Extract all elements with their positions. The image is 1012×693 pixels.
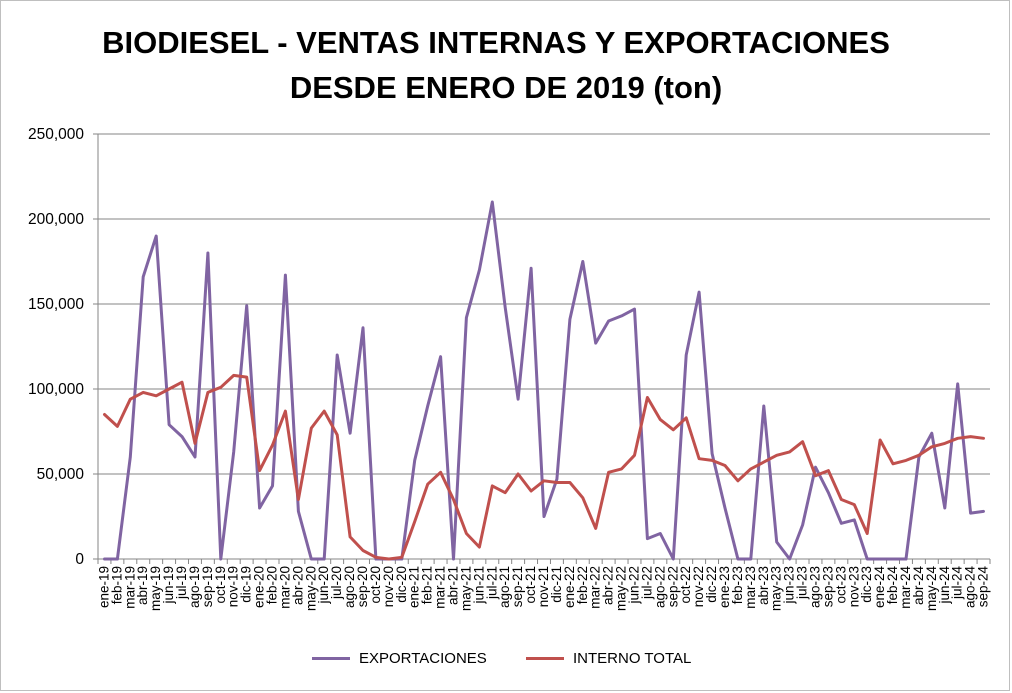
x-tick-label: mar-19 — [122, 566, 137, 609]
x-tick-label: feb-19 — [109, 566, 124, 604]
y-tick-label: 50,000 — [37, 466, 85, 483]
x-tick-label: jun-22 — [626, 566, 641, 605]
x-tick-label: abr-24 — [911, 566, 926, 606]
x-tick-label: sep-19 — [200, 566, 215, 607]
x-tick-label: sep-23 — [820, 566, 835, 607]
x-tick-label: ene-21 — [407, 566, 422, 608]
x-tick-label: mar-22 — [588, 566, 603, 609]
legend-swatch-interno-total — [526, 657, 564, 660]
x-tick-label: may-21 — [458, 566, 473, 611]
x-tick-label: jun-20 — [316, 566, 331, 605]
legend-swatch-exportaciones — [312, 657, 350, 660]
x-tick-label: oct-21 — [523, 566, 538, 604]
x-tick-label: feb-23 — [730, 566, 745, 604]
x-tick-label: sep-21 — [510, 566, 525, 607]
x-tick-label: may-24 — [924, 566, 939, 612]
legend-item-exportaciones: EXPORTACIONES — [312, 650, 487, 667]
series-line-exportaciones — [103, 200, 985, 561]
x-tick-label: ene-24 — [872, 566, 887, 609]
x-tick-label: mar-24 — [898, 566, 913, 609]
x-tick-label: oct-19 — [213, 566, 228, 604]
x-tick-label: ago-21 — [497, 566, 512, 608]
x-tick-label: feb-20 — [265, 566, 280, 604]
x-tick-label: nov-22 — [691, 566, 706, 607]
x-tick-label: ene-19 — [96, 566, 111, 608]
x-tick-label: jul-22 — [639, 566, 654, 600]
x-tick-label: ago-23 — [807, 566, 822, 608]
y-tick-label: 150,000 — [28, 296, 84, 313]
x-tick-label: feb-24 — [885, 566, 900, 605]
x-tick-label: abr-21 — [446, 566, 461, 605]
y-tick-label: 0 — [75, 551, 84, 568]
x-tick-label: abr-20 — [290, 566, 305, 605]
x-tick-label: nov-20 — [381, 566, 396, 607]
x-tick-label: mar-23 — [743, 566, 758, 609]
x-tick-label: feb-22 — [575, 566, 590, 604]
x-tick-label: jun-21 — [471, 566, 486, 605]
x-tick-label: jun-23 — [782, 566, 797, 605]
x-tick-label: may-20 — [303, 566, 318, 611]
x-tick-label: abr-23 — [756, 566, 771, 605]
x-tick-label: sep-24 — [976, 566, 991, 608]
x-tick-label: jun-24 — [937, 566, 952, 605]
x-tick-label: jul-24 — [950, 566, 965, 601]
x-tick-label: oct-22 — [678, 566, 693, 604]
x-tick-label: sep-20 — [355, 566, 370, 607]
chart-legend: EXPORTACIONES INTERNO TOTAL — [0, 650, 1012, 672]
y-tick-label: 200,000 — [28, 211, 84, 228]
chart-subtitle: DESDE ENERO DE 2019 (ton) — [289, 70, 723, 105]
x-tick-label: mar-20 — [277, 566, 292, 609]
x-tick-label: jul-19 — [174, 566, 189, 600]
x-tick-label: dic-21 — [549, 566, 564, 603]
x-tick-label: may-23 — [769, 566, 784, 611]
x-tick-label: dic-23 — [859, 566, 874, 603]
legend-item-interno-total: INTERNO TOTAL — [526, 650, 691, 667]
x-tick-label: dic-20 — [394, 566, 409, 603]
x-tick-label: oct-20 — [368, 566, 383, 604]
x-tick-label: abr-22 — [601, 566, 616, 605]
x-tick-label: oct-23 — [833, 566, 848, 604]
x-tick-label: nov-19 — [226, 566, 241, 607]
x-tick-label: sep-22 — [665, 566, 680, 607]
x-tick-label: feb-21 — [420, 566, 435, 604]
x-tick-label: ene-20 — [252, 566, 267, 608]
x-tick-label: dic-19 — [239, 566, 254, 603]
x-tick-label: ene-23 — [717, 566, 732, 608]
legend-label-exportaciones: EXPORTACIONES — [359, 650, 487, 667]
x-tick-label: ene-22 — [562, 566, 577, 608]
x-tick-label: ago-20 — [342, 566, 357, 608]
x-tick-label: abr-19 — [135, 566, 150, 605]
y-tick-label: 100,000 — [28, 381, 84, 398]
x-tick-label: ago-24 — [963, 566, 978, 609]
x-tick-label: jul-21 — [484, 566, 499, 600]
y-tick-label: 250,000 — [28, 126, 84, 143]
x-tick-label: ago-22 — [652, 566, 667, 608]
x-tick-label: may-19 — [148, 566, 163, 611]
x-tick-label: jun-19 — [161, 566, 176, 605]
legend-label-interno-total: INTERNO TOTAL — [573, 650, 692, 667]
x-tick-label: may-22 — [614, 566, 629, 611]
x-tick-label: nov-21 — [536, 566, 551, 607]
x-tick-label: jul-20 — [329, 566, 344, 600]
x-tick-label: jul-23 — [795, 566, 810, 600]
series-line-interno-total — [103, 373, 985, 561]
chart-title: BIODIESEL - VENTAS INTERNAS Y EXPORTACIO… — [102, 25, 890, 60]
x-tick-label: dic-22 — [704, 566, 719, 603]
x-tick-label: nov-23 — [846, 566, 861, 607]
x-tick-label: ago-19 — [187, 566, 202, 608]
x-tick-label: mar-21 — [433, 566, 448, 609]
